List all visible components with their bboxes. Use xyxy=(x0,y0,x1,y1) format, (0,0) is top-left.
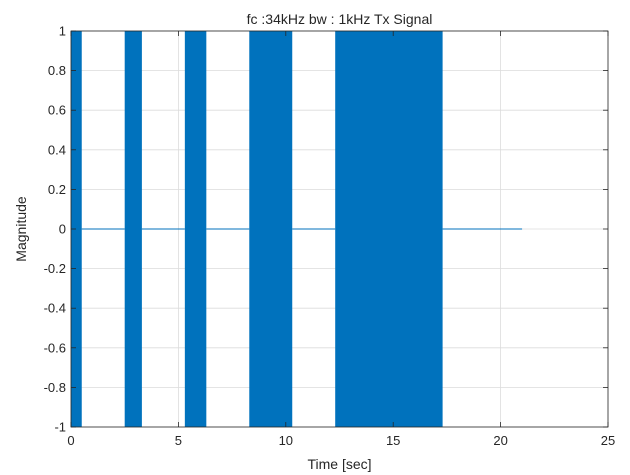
x-tick-label: 10 xyxy=(279,433,293,448)
y-tick-label: -0.6 xyxy=(44,340,66,355)
y-tick-label: 0.8 xyxy=(48,63,66,78)
signal-burst xyxy=(184,31,207,427)
x-tick-label: 5 xyxy=(175,433,182,448)
y-tick-label: 1 xyxy=(59,24,66,39)
signal-burst xyxy=(249,31,293,427)
chart-title: fc :34kHz bw : 1kHz Tx Signal xyxy=(247,11,433,27)
y-tick-label: -0.8 xyxy=(44,380,66,395)
x-tick-label: 15 xyxy=(386,433,400,448)
y-tick-label: 0.2 xyxy=(48,182,66,197)
x-tick-label: 20 xyxy=(493,433,507,448)
data-layer xyxy=(71,31,523,427)
tick-layer: 0 5 10 15 20 25 -1 -0.8 -0.6 -0.4 -0.2 0 0.2 0.4 0.6 0.… xyxy=(44,24,616,449)
x-axis-label: Time [sec] xyxy=(307,456,371,472)
y-tick-label: -1 xyxy=(54,420,66,435)
y-tick-label: 0 xyxy=(59,222,66,237)
y-tick-label: -0.2 xyxy=(44,261,66,276)
signal-burst xyxy=(335,31,443,427)
x-tick-label: 25 xyxy=(601,433,615,448)
signal-burst xyxy=(71,31,82,427)
y-tick-label: 0.4 xyxy=(48,142,66,157)
x-tick-label: 0 xyxy=(67,433,74,448)
y-tick-label: -0.4 xyxy=(44,301,66,316)
y-axis-label: Magnitude xyxy=(13,196,29,262)
signal-burst xyxy=(124,31,142,427)
y-tick-label: 0.6 xyxy=(48,103,66,118)
